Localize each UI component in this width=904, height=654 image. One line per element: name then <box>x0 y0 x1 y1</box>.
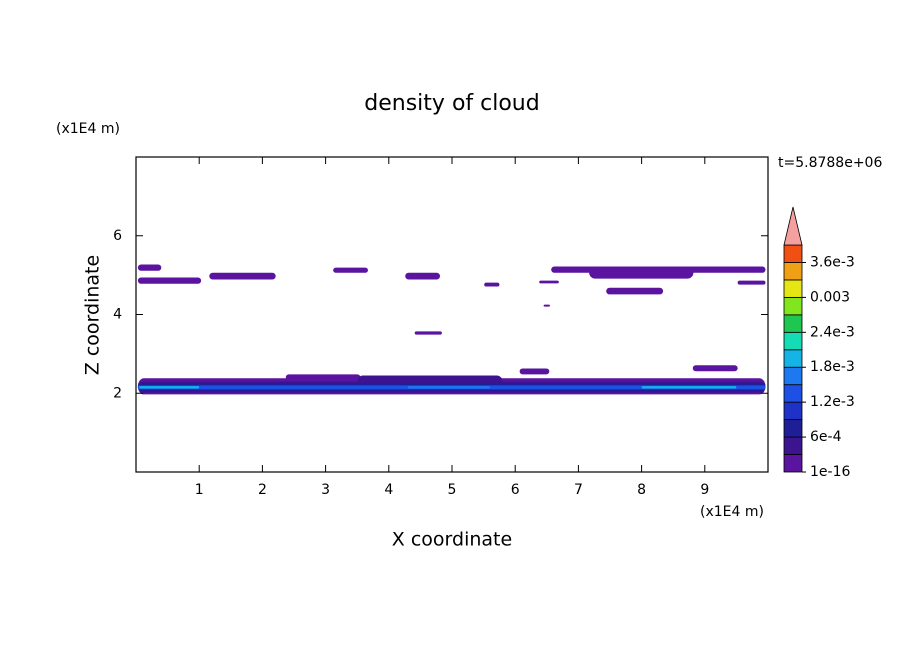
time-label: t=5.8788e+06 <box>778 155 882 171</box>
x-tick-label: 7 <box>574 482 583 498</box>
colorbar-box <box>783 401 803 421</box>
y-axis-label: Z coordinate <box>82 255 104 375</box>
contour-patch <box>209 272 276 280</box>
colorbar-label: 2.4e-3 <box>810 324 855 340</box>
colorbar-box <box>783 296 803 316</box>
contour-patch <box>405 272 440 280</box>
contour-patch <box>139 386 200 389</box>
contour-patch <box>692 365 738 372</box>
colorbar-box <box>783 262 803 281</box>
colorbar-box <box>783 279 803 298</box>
y-tick-label: 2 <box>113 385 122 401</box>
contour-patch <box>484 282 500 287</box>
colorbar-box <box>783 384 803 403</box>
colorbar-label: 1.2e-3 <box>810 394 855 410</box>
colorbar-box <box>783 331 803 351</box>
colorbar-box <box>783 244 803 263</box>
contour-patch <box>606 287 664 295</box>
chart-title: density of cloud <box>364 91 539 116</box>
plot-frame <box>135 156 769 473</box>
x-tick-label: 6 <box>511 482 520 498</box>
x-tick-label: 3 <box>321 482 330 498</box>
colorbar-label: 6e-4 <box>810 429 842 445</box>
contour-patch <box>737 280 766 285</box>
x-axis-label: X coordinate <box>392 529 512 551</box>
colorbar-label: 0.003 <box>810 289 850 305</box>
contour-patch <box>137 264 162 271</box>
x-tick-label: 2 <box>258 482 267 498</box>
colorbar-box <box>783 314 803 333</box>
x-tick-label: 1 <box>195 482 204 498</box>
y-tick-label: 4 <box>113 307 122 323</box>
contour-patch <box>137 277 202 284</box>
x-unit: (x1E4 m) <box>700 504 764 520</box>
x-tick-label: 9 <box>700 482 709 498</box>
colorbar-box <box>783 436 803 455</box>
colorbar-box <box>783 366 803 386</box>
colorbar-box <box>783 454 803 473</box>
x-tick-label: 8 <box>637 482 646 498</box>
colorbar-box <box>783 419 803 438</box>
colorbar-label: 1.8e-3 <box>810 359 855 375</box>
colorbar-extend <box>783 206 803 246</box>
contour-patch <box>333 267 368 273</box>
y-tick-label: 6 <box>113 228 122 244</box>
y-unit: (x1E4 m) <box>56 121 120 137</box>
x-tick-label: 4 <box>384 482 393 498</box>
x-tick-label: 5 <box>448 482 457 498</box>
contour-patch <box>519 368 550 375</box>
contour-patch <box>543 304 550 307</box>
colorbar-label: 1e-16 <box>810 464 850 480</box>
contour-patch <box>641 386 737 389</box>
colorbar-box <box>783 349 803 368</box>
contour-patch <box>589 266 694 279</box>
contour-patch <box>407 386 490 389</box>
contour-patch <box>539 280 559 284</box>
colorbar-label: 3.6e-3 <box>810 254 855 270</box>
contour-patch <box>414 331 442 335</box>
